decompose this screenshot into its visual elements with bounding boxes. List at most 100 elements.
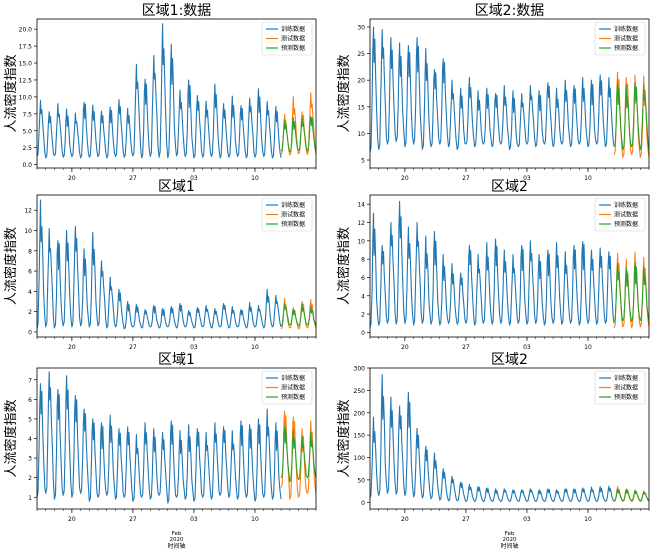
- x-tick-label: 20: [68, 344, 76, 351]
- y-tick-label: 4: [28, 289, 32, 296]
- legend-entry-0: 训练数据: [614, 374, 638, 382]
- legend-box: [261, 21, 313, 56]
- x-tick-label: 27: [129, 516, 137, 523]
- y-axis-label: 人流密度指数: [3, 54, 19, 132]
- y-tick-label: 200: [354, 410, 366, 417]
- x-tick-label: 10: [251, 516, 259, 523]
- y-tick-label: 30: [357, 24, 365, 31]
- series-lines: [37, 199, 316, 330]
- y-tick-label: 50: [357, 477, 365, 484]
- y-tick-label: 150: [354, 433, 366, 440]
- y-tick-label: 2: [28, 309, 32, 316]
- y-tick-label: 15: [357, 104, 365, 111]
- legend-box: [594, 197, 646, 232]
- x-month-label: Feb: [172, 531, 182, 537]
- chart-panel-1: 0.0 2.5 5.0 7.5 10.0 12.5 15.0 17.5 20.0 20 27 03 10…: [3, 3, 317, 182]
- y-axis-label: 人流密度指数: [336, 54, 352, 132]
- x-tick-label: 10: [251, 344, 259, 351]
- series-line-0: [37, 23, 282, 159]
- y-tick-label: 7.5: [22, 111, 32, 118]
- y-tick-label: 5: [361, 158, 365, 165]
- chart-title: 区域2: [491, 179, 528, 195]
- chart-panel-2: 5 10 15 20 25 30 20 27 03 10 人流密度指数 区域2:数据训练数据测试数据预…: [336, 3, 650, 182]
- legend-entry-2: 预测数据: [614, 220, 638, 228]
- legend-entry-1: 测试数据: [281, 211, 305, 219]
- y-tick-label: 10: [357, 238, 365, 245]
- series-lines: [37, 371, 316, 504]
- legend-box: [261, 197, 313, 232]
- series-line-1: [613, 251, 649, 329]
- y-tick-label: 5.0: [22, 128, 32, 135]
- legend-entry-1: 测试数据: [614, 35, 638, 43]
- y-tick-label: 20.0: [19, 27, 33, 34]
- y-tick-label: 250: [354, 388, 366, 395]
- y-tick-label: 1: [28, 495, 32, 502]
- legend-entry-2: 预测数据: [614, 44, 638, 52]
- legend-box: [261, 370, 313, 405]
- y-tick-label: 12: [24, 208, 32, 215]
- y-tick-label: 3: [28, 456, 32, 463]
- chart-title: 区域1: [158, 352, 195, 368]
- y-tick-label: 10: [24, 228, 32, 235]
- y-tick-label: 10.0: [19, 94, 33, 101]
- x-axis-label: 时间轴: [500, 542, 518, 550]
- y-tick-label: 5: [28, 416, 32, 423]
- x-tick-label: 03: [190, 516, 198, 523]
- series-line-0: [37, 371, 282, 504]
- y-tick-label: 15.0: [19, 61, 33, 68]
- y-tick-label: 0.0: [22, 162, 32, 169]
- legend-entry-0: 训练数据: [614, 25, 638, 33]
- legend-entry-0: 训练数据: [281, 374, 305, 382]
- x-tick-label: 27: [129, 344, 137, 351]
- series-line-2: [280, 302, 316, 327]
- y-tick-label: 8: [361, 257, 365, 264]
- chart-title: 区域2: [491, 352, 528, 368]
- x-tick-label: 20: [401, 344, 409, 351]
- series-line-2: [280, 426, 316, 483]
- legend-entry-2: 预测数据: [281, 44, 305, 52]
- y-axis-label: 人流密度指数: [336, 227, 352, 305]
- legend-entry-0: 训练数据: [281, 25, 305, 33]
- x-tick-label: 20: [401, 516, 409, 523]
- x-tick-label: 03: [523, 516, 531, 523]
- series-lines: [37, 23, 316, 159]
- y-tick-label: 6: [28, 397, 32, 404]
- x-tick-label: 10: [584, 344, 592, 351]
- y-tick-label: 2.5: [22, 145, 32, 152]
- legend-box: [594, 21, 646, 56]
- y-tick-label: 25: [357, 51, 365, 58]
- legend-entry-2: 预测数据: [281, 220, 305, 228]
- y-tick-label: 4: [361, 293, 365, 300]
- series-line-0: [37, 199, 282, 330]
- x-tick-label: 27: [462, 344, 470, 351]
- legend-entry-0: 训练数据: [614, 201, 638, 209]
- x-axis-label: 时间轴: [167, 542, 185, 550]
- series-line-0: [370, 200, 615, 328]
- y-tick-label: 4: [28, 436, 32, 443]
- y-tick-label: 7: [28, 377, 32, 384]
- series-line-2: [613, 262, 649, 322]
- x-tick-label: 03: [190, 175, 198, 182]
- legend-entry-1: 测试数据: [614, 384, 638, 392]
- series-line-0: [370, 374, 615, 502]
- legend-entry-2: 预测数据: [614, 393, 638, 401]
- chart-title: 区域1:数据: [142, 3, 212, 19]
- y-tick-label: 12: [357, 220, 365, 227]
- chart-title: 区域2:数据: [475, 3, 545, 19]
- series-line-2: [280, 115, 316, 153]
- x-tick-label: 20: [401, 175, 409, 182]
- series-lines: [370, 26, 649, 158]
- legend-entry-1: 测试数据: [614, 211, 638, 219]
- series-line-2: [613, 82, 649, 150]
- y-tick-label: 12.5: [19, 77, 33, 84]
- x-tick-label: 10: [584, 175, 592, 182]
- legend-entry-1: 测试数据: [281, 35, 305, 43]
